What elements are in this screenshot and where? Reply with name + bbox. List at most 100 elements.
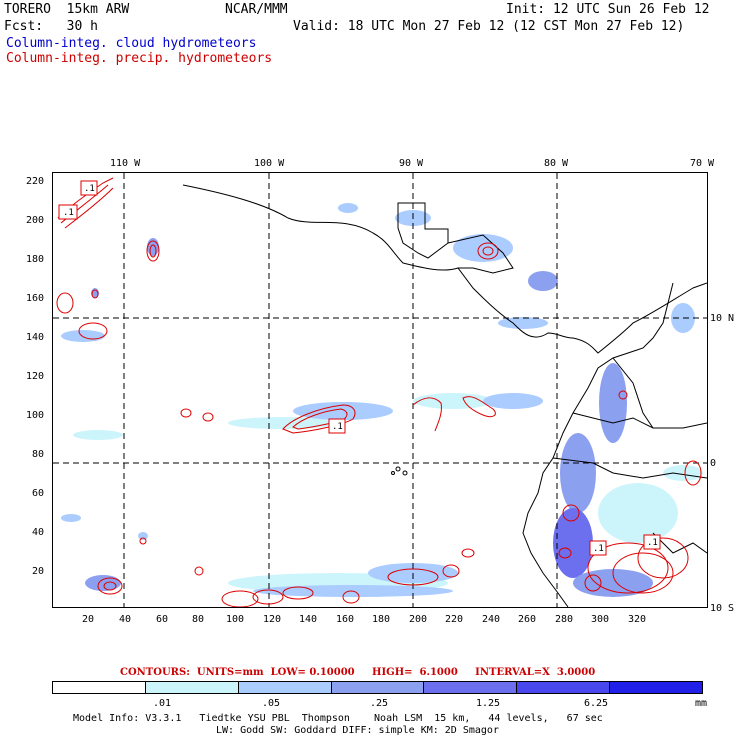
cloud-cell (498, 317, 548, 329)
x-tick-label: 240 (482, 614, 501, 625)
contour (584, 574, 602, 592)
cloud-cell (73, 430, 123, 440)
y-tick-label: 20 (32, 566, 45, 577)
colorbar-segment (331, 682, 425, 693)
cloud-cell (61, 330, 105, 342)
colorbar-label: 6.25 (584, 698, 609, 709)
lat-label: 10 N (710, 313, 735, 324)
contour (282, 586, 314, 600)
contour (78, 322, 108, 340)
contour-label-box (80, 180, 98, 196)
model-title: TORERO 15km ARW (4, 2, 130, 17)
cloud-cell (553, 508, 593, 578)
cloud-cell (663, 465, 703, 481)
cloud-cell (85, 575, 121, 591)
cloud-cell (453, 234, 513, 262)
x-tick-label: 300 (591, 614, 610, 625)
border (447, 234, 514, 274)
contour (56, 292, 74, 314)
contour (412, 397, 442, 432)
contour (562, 504, 580, 522)
contour (252, 589, 284, 605)
contour (139, 537, 147, 545)
colorbar-label: .25 (370, 698, 389, 709)
y-tick-label: 160 (26, 293, 45, 304)
x-tick-label: 320 (628, 614, 647, 625)
contour (684, 460, 702, 486)
y-tick-label: 80 (32, 449, 45, 460)
map-panel: .1 .1 .1 .1 .1 (52, 172, 708, 608)
contour (146, 240, 160, 262)
colorbar-segment (517, 682, 611, 693)
colorbar-unit: mm (695, 698, 708, 709)
lat-lon-grid (53, 173, 707, 607)
colorbar-label: .05 (262, 698, 281, 709)
contour (64, 187, 114, 229)
x-tick-label: 140 (299, 614, 318, 625)
lon-label: 100 W (254, 158, 285, 169)
contour-label-box (589, 540, 607, 556)
contour (292, 408, 348, 430)
colorbar-segment (53, 682, 146, 693)
contour (442, 564, 460, 578)
colorbar-label: .01 (153, 698, 172, 709)
lon-label: 110 W (110, 158, 141, 169)
island (391, 471, 395, 475)
coastlines (182, 184, 707, 607)
physics-info: LW: Godd SW: Goddard DIFF: simple KM: 2D… (216, 725, 499, 736)
y-tick-label: 40 (32, 527, 45, 538)
cloud-cell (293, 402, 393, 420)
colorbar-segment (610, 682, 703, 693)
cloud-legend: Column-integ. cloud hydrometeors (6, 36, 257, 51)
border (552, 457, 707, 479)
init-time: Init: 12 UTC Sun 26 Feb 12 (506, 2, 710, 17)
cloud-cell (338, 203, 358, 213)
color-bar (52, 681, 703, 694)
cloud-cell (598, 483, 678, 543)
model-info: Model Info: V3.3.1 Tiedtke YSU PBL Thomp… (73, 713, 603, 724)
y-tick-label: 60 (32, 488, 45, 499)
contour-info: CONTOURS: UNITS=mm LOW= 0.10000 HIGH= 6.… (120, 667, 596, 678)
border (652, 532, 707, 554)
island (395, 466, 401, 472)
contour-label: .1 (593, 544, 604, 554)
contour (387, 568, 439, 586)
contour-label-box (58, 204, 78, 220)
cloud-cell (573, 569, 653, 597)
colorbar-label: 1.25 (476, 698, 501, 709)
cloud-cell (483, 393, 543, 409)
y-tick-label: 220 (26, 176, 45, 187)
x-tick-label: 260 (518, 614, 537, 625)
x-tick-label: 280 (555, 614, 574, 625)
contour (461, 548, 475, 558)
organization: NCAR/MMM (225, 2, 288, 17)
x-tick-label: 220 (445, 614, 464, 625)
x-tick-label: 120 (263, 614, 282, 625)
y-tick-label: 140 (26, 332, 45, 343)
forecast-hour: Fcst: 30 h (4, 19, 98, 34)
cloud-cell (61, 514, 81, 522)
contour (482, 246, 494, 256)
border (612, 357, 654, 429)
contour (558, 547, 572, 559)
coastline (522, 282, 674, 607)
colorbar-segment (145, 682, 239, 693)
contour (194, 566, 204, 576)
contour (612, 552, 674, 594)
contour (342, 590, 360, 604)
x-tick-label: 200 (409, 614, 428, 625)
contour (637, 537, 689, 579)
contour-label: .1 (647, 538, 658, 548)
contour (462, 396, 496, 418)
lat-label: 0 (710, 458, 717, 469)
coastline (182, 184, 707, 354)
map-canvas: .1 .1 .1 .1 .1 (53, 173, 707, 607)
contour-labels: .1 .1 .1 .1 .1 (58, 180, 661, 556)
x-tick-label: 60 (156, 614, 169, 625)
y-tick-label: 100 (26, 410, 45, 421)
contour-label: .1 (63, 208, 74, 218)
y-tick-label: 180 (26, 254, 45, 265)
lat-label: 10 S (710, 603, 735, 614)
lon-label: 80 W (544, 158, 569, 169)
contour (60, 184, 109, 224)
